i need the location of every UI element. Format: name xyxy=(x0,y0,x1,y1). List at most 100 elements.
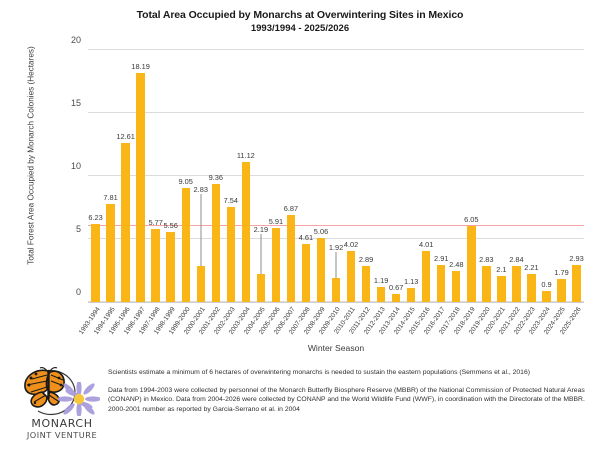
bar-slot: 5.56 xyxy=(163,50,178,302)
bar[interactable] xyxy=(391,293,401,302)
bar-slot: 0.67 xyxy=(389,50,404,302)
y-axis-title: Total Forest Area Occupied by Monarch Co… xyxy=(26,46,36,265)
bar-value-label: 0.9 xyxy=(541,279,552,289)
bar[interactable] xyxy=(361,265,371,302)
bar[interactable] xyxy=(527,274,536,302)
bar-value-label: 12.61 xyxy=(116,132,135,142)
bar-value-label: 2.84 xyxy=(509,255,524,265)
bar-value-label: 1.92 xyxy=(328,242,344,252)
bar-slot: 2.89 xyxy=(359,50,374,302)
bar-slot: 2.21 xyxy=(524,50,539,302)
bar[interactable] xyxy=(316,238,326,302)
bar[interactable] xyxy=(301,243,311,302)
bar[interactable] xyxy=(256,274,266,302)
bar-slot: 11.12 xyxy=(237,50,255,302)
bar[interactable] xyxy=(542,290,551,302)
footnote-data-source: Data from 1994-2003 were collected by pe… xyxy=(108,386,585,413)
bar-value-label: 6.23 xyxy=(88,212,103,222)
footnotes: Scientists estimate a minimum of 6 hecta… xyxy=(108,364,600,422)
logo-mark xyxy=(18,366,106,416)
logo-wordmark: MONARCH JOINT VENTURE xyxy=(18,417,106,440)
bar[interactable] xyxy=(271,227,281,302)
bar[interactable] xyxy=(196,266,205,302)
bar-value-label: 6.87 xyxy=(283,204,299,214)
bar[interactable] xyxy=(91,223,100,302)
bar[interactable] xyxy=(151,229,160,302)
x-axis-title: Winter Season xyxy=(307,343,365,353)
bar-slot: 6.87 xyxy=(283,50,298,302)
bar-slot: 9.05 xyxy=(178,50,193,302)
bar-value-label: 2.83 xyxy=(479,255,494,265)
bar-value-label: 9.05 xyxy=(178,176,193,186)
gridline: 5 xyxy=(76,224,584,239)
bar-value-label: 2.48 xyxy=(449,259,464,269)
bar[interactable] xyxy=(467,225,476,302)
footnote-threshold: Scientists estimate a minimum of 6 hecta… xyxy=(108,369,530,376)
y-axis-tick-label: 20 xyxy=(70,35,81,45)
bar[interactable] xyxy=(181,187,190,302)
bar[interactable] xyxy=(106,203,115,302)
bar-value-label: 9.36 xyxy=(208,173,223,183)
bar-value-label: 4.61 xyxy=(298,232,314,242)
bar-slot: 1.19 xyxy=(374,50,389,302)
bar-value-label: 2.1 xyxy=(496,264,507,274)
bar-value-label: 4.01 xyxy=(419,240,434,250)
bar[interactable] xyxy=(512,266,521,302)
y-axis-tick-label: 10 xyxy=(70,161,81,171)
bar[interactable] xyxy=(241,161,251,302)
bar-slot: 1.79 xyxy=(554,50,569,302)
bar-slot: 2.93 xyxy=(569,50,584,302)
chart-title-block: Total Area Occupied by Monarchs at Overw… xyxy=(0,0,600,35)
bar-slot: 5.77 xyxy=(148,50,163,302)
bar[interactable] xyxy=(136,72,145,302)
bar[interactable] xyxy=(226,207,235,302)
bar-slot: 2.84 xyxy=(509,50,524,302)
bar[interactable] xyxy=(557,279,566,302)
bar-slot: 2.1 xyxy=(494,50,509,302)
bar-slot: 5.91 xyxy=(268,50,283,302)
gridline: 10 xyxy=(71,161,584,176)
logo-line-2: JOINT VENTURE xyxy=(26,430,98,440)
bar-slot: 4.61 xyxy=(298,50,313,302)
bar-slot: 7.54 xyxy=(223,50,238,302)
bar-value-label: 2.93 xyxy=(569,254,584,264)
label-leader-line xyxy=(260,233,262,275)
bar-value-label: 2.83 xyxy=(193,184,208,194)
bar[interactable] xyxy=(482,266,491,302)
bar[interactable] xyxy=(121,143,130,302)
bar-value-label: 6.05 xyxy=(464,214,479,224)
page-subtitle: 1993/1994 - 2025/2026 xyxy=(250,23,350,34)
bar-slot: 4.02 xyxy=(344,50,359,302)
bar[interactable] xyxy=(452,270,461,302)
bar-slot: 1.13 xyxy=(404,50,419,302)
logo-line-1: MONARCH xyxy=(31,417,93,430)
bar[interactable] xyxy=(166,231,175,302)
bar[interactable] xyxy=(331,277,341,302)
monarch-joint-venture-logo: MONARCH JOINT VENTURE xyxy=(0,364,108,440)
bar[interactable] xyxy=(211,184,220,302)
bar[interactable] xyxy=(376,287,386,302)
bar-value-label: 5.77 xyxy=(148,218,163,228)
bar-slot: 5.06 xyxy=(313,50,328,302)
bar-slot: 2.83 xyxy=(193,50,208,302)
bar[interactable] xyxy=(422,251,431,302)
bar[interactable] xyxy=(346,251,356,302)
bar-value-label: 1.79 xyxy=(554,268,569,278)
gridline: 15 xyxy=(71,98,584,113)
y-axis-tick-label: 5 xyxy=(75,224,81,234)
bar[interactable] xyxy=(497,275,506,302)
reference-line-6-hectares xyxy=(88,224,584,227)
bar[interactable] xyxy=(406,287,416,302)
y-axis-tick-label: 15 xyxy=(70,98,81,108)
label-leader-line xyxy=(200,193,202,267)
bar-slot: 9.36 xyxy=(208,50,223,302)
bar-slot: 2.19 xyxy=(253,50,268,302)
bar[interactable] xyxy=(572,265,581,302)
bar-value-label: 7.54 xyxy=(223,196,238,205)
bar-value-label: 2.91 xyxy=(434,254,449,264)
bar-value-label: 7.81 xyxy=(103,192,118,202)
label-leader-line xyxy=(335,251,337,278)
bar[interactable] xyxy=(437,265,446,302)
bar[interactable] xyxy=(286,215,296,302)
bar-slot: 2.91 xyxy=(434,50,449,302)
